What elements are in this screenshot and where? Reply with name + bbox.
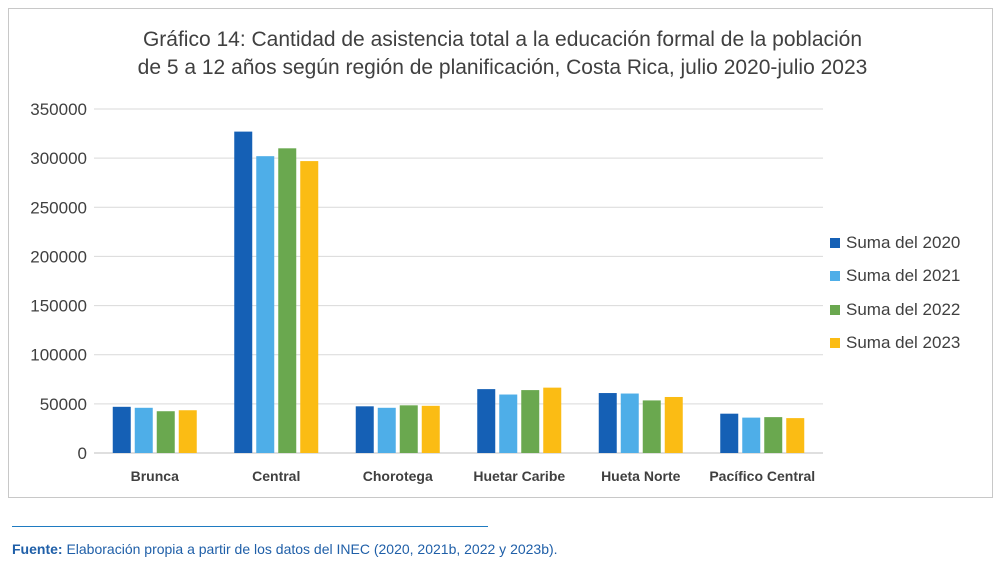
bar — [377, 407, 396, 453]
chart-title-line-1: Gráfico 14: Cantidad de asistencia total… — [142, 28, 863, 51]
bar — [664, 396, 683, 453]
bar — [543, 387, 562, 453]
x-tick-label: Brunca — [131, 468, 179, 484]
bar — [234, 131, 253, 453]
bar — [156, 411, 175, 453]
chart-legend: Suma del 2020 Suma del 2021 Suma del 2022 S… — [830, 226, 960, 360]
legend-item: Suma del 2022 — [830, 293, 960, 327]
y-tick-label: 150000 — [30, 297, 87, 316]
x-tick-label: Hueta Norte — [601, 468, 681, 484]
source-note: Fuente: Elaboración propia a partir de l… — [12, 541, 558, 557]
bar — [477, 389, 496, 453]
bar — [355, 406, 374, 453]
bar — [178, 410, 197, 453]
bar — [642, 400, 661, 453]
source-text: Elaboración propia a partir de los datos… — [62, 541, 558, 557]
bar — [256, 156, 275, 454]
chart-title-line-2: de 5 a 12 años según región de planifica… — [137, 56, 868, 79]
y-tick-label: 50000 — [40, 395, 87, 414]
bar — [620, 393, 639, 453]
y-tick-label: 200000 — [30, 247, 87, 266]
chart-title: Gráfico 14: Cantidad de asistencia total… — [0, 26, 1005, 82]
x-tick-label: Chorotega — [363, 468, 433, 484]
bar — [720, 413, 739, 453]
legend-item: Suma del 2021 — [830, 260, 960, 294]
legend-swatch — [830, 237, 840, 248]
legend-swatch — [830, 271, 840, 282]
y-tick-label: 350000 — [30, 100, 87, 119]
y-tick-label: 0 — [78, 444, 87, 463]
bar — [764, 417, 783, 453]
y-tick-label: 300000 — [30, 149, 87, 168]
bar — [742, 417, 761, 453]
y-tick-label: 100000 — [30, 346, 87, 365]
bar — [134, 407, 153, 453]
bar — [399, 405, 418, 453]
bar — [278, 148, 297, 454]
x-tick-label: Pacífico Central — [709, 468, 815, 484]
y-tick-label: 250000 — [30, 198, 87, 217]
bar — [786, 418, 805, 453]
legend-item: Suma del 2020 — [830, 226, 960, 260]
legend-label: Suma del 2022 — [846, 299, 961, 319]
bar — [112, 406, 131, 453]
legend-label: Suma del 2020 — [846, 232, 961, 252]
x-tick-label: Huetar Caribe — [473, 468, 565, 484]
legend-label: Suma del 2023 — [846, 333, 961, 353]
legend-swatch — [830, 338, 840, 349]
bar — [421, 405, 440, 453]
bar — [521, 390, 540, 453]
bar — [499, 394, 518, 453]
source-divider — [12, 526, 488, 527]
legend-swatch — [830, 304, 840, 315]
bar — [300, 161, 319, 453]
legend-label: Suma del 2021 — [846, 266, 961, 286]
x-tick-label: Central — [252, 468, 300, 484]
bar — [598, 393, 617, 453]
source-label: Fuente: — [12, 541, 63, 557]
legend-item: Suma del 2023 — [830, 327, 960, 361]
